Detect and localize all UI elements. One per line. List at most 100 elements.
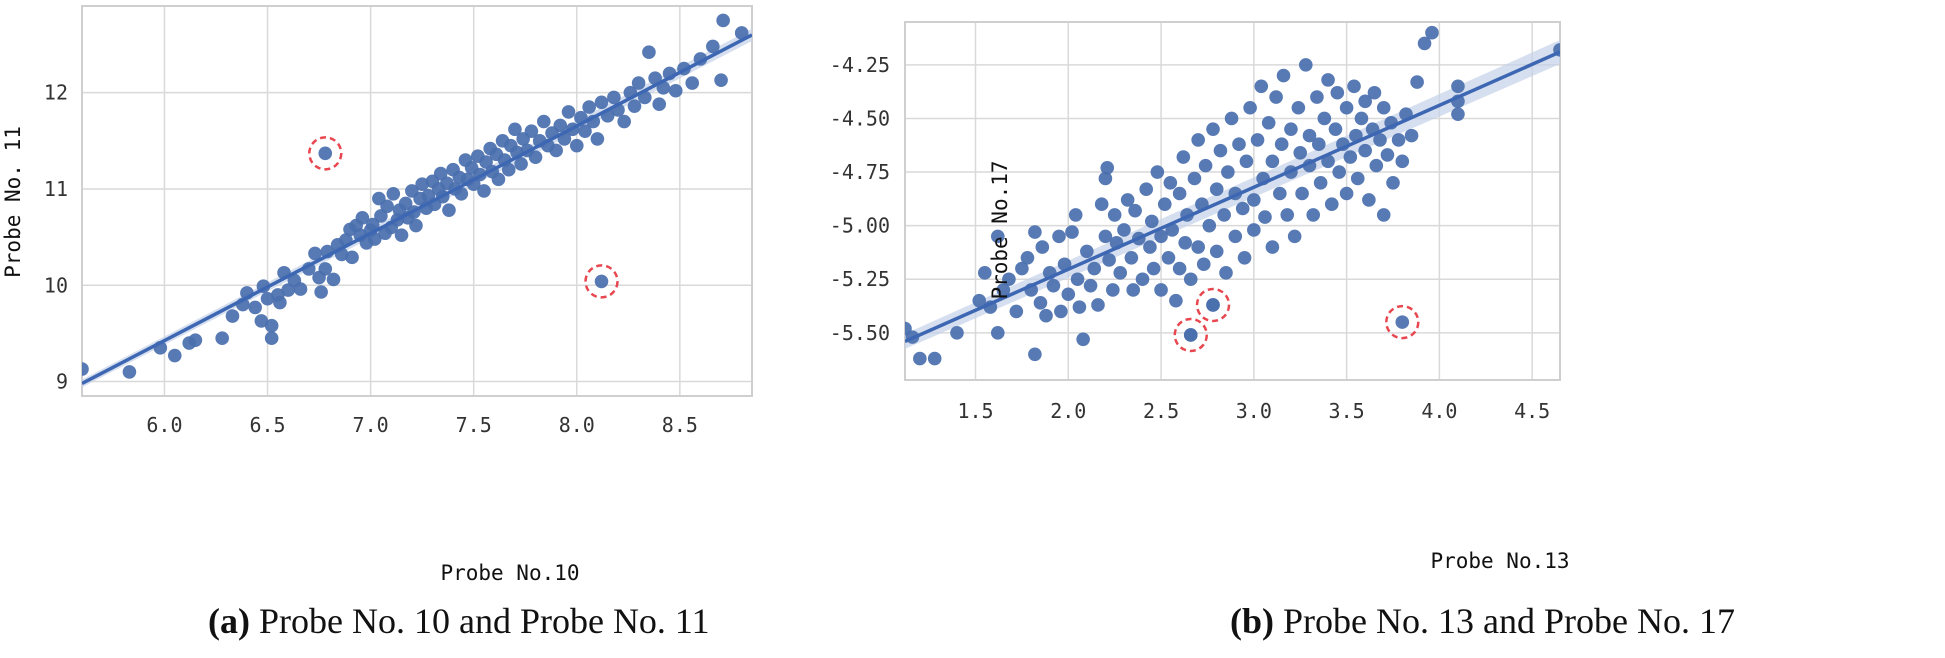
panel-b-point-149 bbox=[1395, 154, 1410, 169]
panel-b-plot: 1.5 2.0 2.5 3.0 3.5 4.0 4.5 -5.50 -5.25 -5.00 -4.7… bbox=[830, 21, 1570, 573]
panel-b-point-148 bbox=[1391, 133, 1406, 147]
panel-b-point-87 bbox=[1228, 229, 1243, 244]
panel-b-caption-text: Probe No. 13 and Probe No. 17 bbox=[1283, 601, 1735, 641]
panel-b-point-101 bbox=[1265, 154, 1280, 169]
panel-b-ytick-label-3: -4.75 bbox=[830, 160, 890, 184]
panel-a-point-5 bbox=[188, 333, 203, 347]
panel-b-point-77 bbox=[1202, 218, 1217, 233]
panel-a-point-17 bbox=[273, 295, 287, 310]
panel-b-point-121 bbox=[1317, 111, 1332, 126]
panel-a-point-49 bbox=[394, 228, 409, 242]
panel-b-point-97 bbox=[1254, 79, 1269, 94]
panel-b-point-105 bbox=[1274, 137, 1289, 151]
panel-a-point-26 bbox=[318, 262, 333, 276]
panel-a-point-11 bbox=[254, 314, 269, 328]
panel-a-point-92 bbox=[528, 150, 543, 164]
panel-a-point-14 bbox=[264, 331, 279, 346]
panel-b-point-138 bbox=[1362, 193, 1376, 207]
panel-b-point-49 bbox=[1128, 203, 1142, 218]
panel-b-point-17 bbox=[1028, 225, 1042, 239]
panel-b-point-2 bbox=[913, 351, 927, 366]
panel-b-point-106 bbox=[1276, 68, 1291, 83]
panel-b-point-143 bbox=[1376, 100, 1391, 115]
panel-b-point-24 bbox=[1054, 304, 1068, 319]
panel-a-xtick-label-1: 6.5 bbox=[249, 413, 285, 437]
panel-b-point-51 bbox=[1135, 272, 1150, 287]
panel-b-point-60 bbox=[1161, 251, 1176, 265]
panel-b-point-11 bbox=[1002, 272, 1016, 287]
panel-b-point-102 bbox=[1265, 240, 1280, 254]
panel-b-caption: (b) Probe No. 13 and Probe No. 17 bbox=[1230, 600, 1735, 642]
panel-a-xlabel: Probe No.10 bbox=[440, 561, 579, 585]
panel-a-point-39 bbox=[365, 217, 380, 232]
panel-b-point-140 bbox=[1367, 85, 1382, 100]
panel-b-point-35 bbox=[1091, 298, 1105, 312]
panel-b-point-119 bbox=[1311, 137, 1326, 151]
panel-b-point-41 bbox=[1106, 283, 1120, 297]
panel-b-point-125 bbox=[1328, 122, 1343, 136]
panel-a-point-42 bbox=[374, 209, 388, 223]
panel-b-point-72 bbox=[1191, 240, 1205, 254]
panel-b-point-32 bbox=[1080, 244, 1094, 259]
panel-b-xtick-label-5: 4.0 bbox=[1421, 399, 1457, 423]
panel-b-point-124 bbox=[1324, 197, 1339, 212]
panel-b-point-160 bbox=[1206, 298, 1220, 312]
panel-a-point-104 bbox=[578, 124, 592, 138]
panel-b-point-89 bbox=[1232, 137, 1246, 151]
panel-a-point-110 bbox=[607, 90, 621, 105]
panel-b-point-155 bbox=[1451, 79, 1465, 94]
panel-a-caption: (a) Probe No. 10 and Probe No. 11 bbox=[208, 600, 710, 642]
panel-b-point-153 bbox=[1417, 36, 1432, 51]
panel-b-xtick-label-4: 3.5 bbox=[1329, 399, 1365, 423]
panel-a-xtick-label-5: 8.5 bbox=[662, 413, 698, 437]
panel-a-ytick-label-2: 11 bbox=[44, 177, 68, 201]
panel-b-point-40 bbox=[1102, 253, 1116, 267]
panel-a-point-69 bbox=[454, 186, 469, 201]
panel-b-point-90 bbox=[1235, 201, 1250, 216]
panel-b-point-127 bbox=[1332, 165, 1346, 179]
panel-a-point-62 bbox=[433, 166, 448, 181]
panel-a-point-40 bbox=[367, 232, 382, 246]
panel-b-point-110 bbox=[1287, 229, 1302, 244]
panel-a-point-81 bbox=[491, 172, 506, 187]
panel-b-point-115 bbox=[1302, 128, 1317, 143]
panel-b-point-34 bbox=[1087, 261, 1102, 276]
panel-a-point-127 bbox=[714, 73, 728, 87]
panel-b-point-95 bbox=[1247, 223, 1261, 237]
panel-a-point-131 bbox=[594, 274, 609, 289]
panel-b-point-151 bbox=[1404, 128, 1419, 143]
panel-b-point-142 bbox=[1373, 133, 1387, 147]
panel-b-point-56 bbox=[1150, 165, 1165, 179]
panel-b-point-26 bbox=[1061, 287, 1076, 302]
panel-b-point-156 bbox=[1451, 107, 1465, 121]
panel-b-point-6 bbox=[977, 266, 992, 280]
panel-b-xlabel: Probe No.13 bbox=[1430, 549, 1569, 573]
panel-b-point-12 bbox=[1009, 304, 1024, 319]
panel-b-point-13 bbox=[1015, 261, 1029, 276]
panel-b-point-73 bbox=[1191, 133, 1205, 147]
panel-b-point-66 bbox=[1176, 150, 1191, 164]
panel-b-point-38 bbox=[1098, 171, 1113, 186]
panel-b-point-58 bbox=[1154, 283, 1168, 297]
panel-a-point-128 bbox=[716, 13, 730, 28]
panel-a-ytick-label-3: 12 bbox=[44, 81, 68, 105]
panel-b-point-82 bbox=[1213, 143, 1228, 158]
panel-b-point-64 bbox=[1172, 186, 1187, 201]
panel-b-point-67 bbox=[1178, 236, 1192, 250]
panel-a-point-56 bbox=[415, 177, 429, 191]
panel-b-point-80 bbox=[1209, 182, 1224, 197]
panel-b-point-91 bbox=[1237, 251, 1252, 265]
panel-b-point-78 bbox=[1206, 122, 1220, 136]
panel-b-point-19 bbox=[1035, 240, 1050, 254]
panel-b-point-27 bbox=[1065, 225, 1079, 239]
panel-b-point-94 bbox=[1247, 193, 1261, 207]
panel-a-point-122 bbox=[668, 83, 683, 98]
panel-a-point-13 bbox=[260, 291, 275, 306]
panel-a-xtick-label-0: 6.0 bbox=[146, 413, 182, 437]
panel-a-point-76 bbox=[477, 184, 491, 198]
panel-b-point-28 bbox=[1068, 208, 1083, 222]
panel-b-point-36 bbox=[1094, 197, 1109, 212]
panel-b-point-54 bbox=[1144, 214, 1159, 229]
panel-b-point-18 bbox=[1033, 296, 1048, 310]
